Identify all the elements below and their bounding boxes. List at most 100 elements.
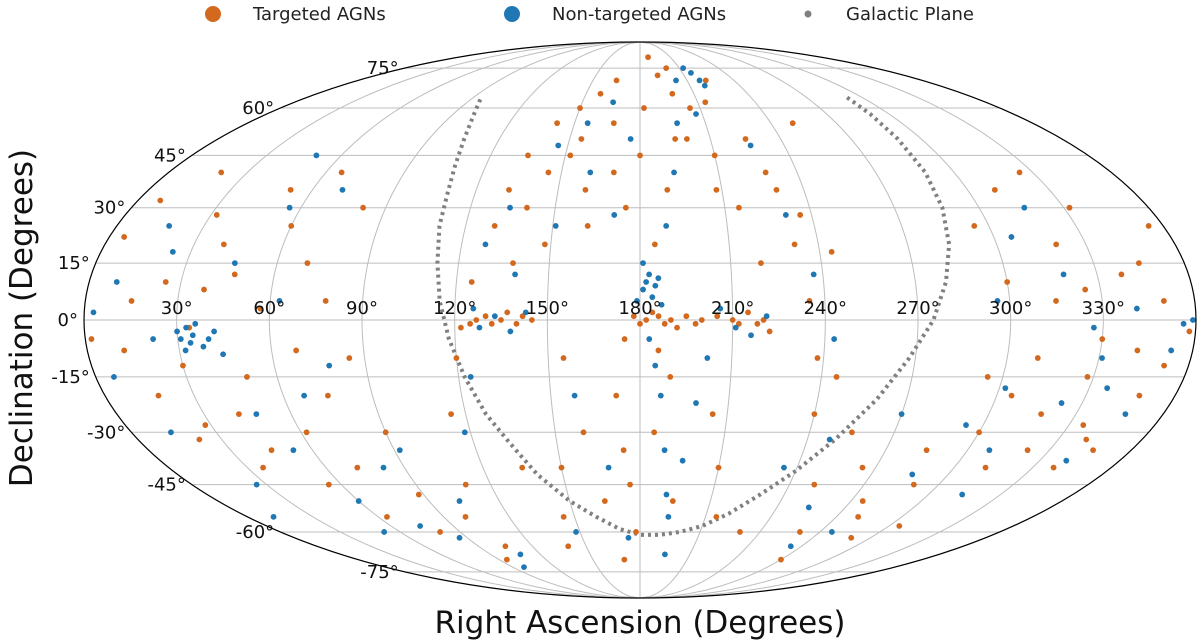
targeted-agn-point bbox=[128, 298, 135, 304]
dec-tick-label: -15° bbox=[51, 367, 89, 388]
nontargeted-agn-point bbox=[587, 169, 594, 176]
targeted-agn-point bbox=[702, 77, 709, 84]
targeted-agn-point bbox=[121, 347, 128, 354]
targeted-agn-point bbox=[155, 392, 162, 399]
targeted-agn-point bbox=[896, 523, 903, 529]
targeted-agn-point bbox=[201, 286, 207, 293]
targeted-agn-point bbox=[488, 320, 495, 327]
targeted-agn-point bbox=[910, 481, 917, 488]
nontargeted-agn-point bbox=[680, 65, 687, 72]
nontargeted-agn-point bbox=[187, 339, 194, 346]
nontargeted-agn-point bbox=[646, 271, 653, 278]
targeted-agn-point bbox=[257, 305, 264, 312]
targeted-agn-point bbox=[729, 317, 736, 323]
targeted-agn-point bbox=[1038, 411, 1044, 417]
targeted-agn-point bbox=[806, 298, 813, 304]
nontargeted-agn-point bbox=[417, 523, 424, 529]
targeted-agn-point bbox=[651, 429, 658, 436]
targeted-agn-point bbox=[325, 481, 332, 488]
nontargeted-agn-point bbox=[552, 223, 559, 229]
nontargeted-agn-point bbox=[396, 447, 403, 454]
nontargeted-agn-point bbox=[763, 313, 770, 320]
dec-tick-label: 45° bbox=[154, 145, 186, 166]
nontargeted-agn-point bbox=[732, 324, 739, 331]
legend-marker-targeted bbox=[205, 6, 221, 22]
ra-tick-label: 60° bbox=[253, 298, 285, 319]
targeted-agn-point bbox=[260, 464, 266, 471]
nontargeted-agn-point bbox=[1060, 271, 1067, 278]
targeted-agn-point bbox=[580, 429, 587, 436]
targeted-agn-point bbox=[1053, 241, 1060, 248]
targeted-agn-point bbox=[458, 324, 464, 331]
targeted-agn-point bbox=[692, 320, 699, 327]
targeted-agn-point bbox=[620, 447, 627, 454]
targeted-agn-point bbox=[745, 309, 751, 316]
targeted-agn-point bbox=[667, 374, 674, 380]
targeted-agn-point bbox=[855, 513, 862, 520]
targeted-agn-point bbox=[467, 320, 474, 327]
dec-tick-label: -45° bbox=[147, 475, 185, 496]
targeted-agn-point bbox=[541, 241, 548, 248]
targeted-agn-point bbox=[654, 72, 661, 79]
ra-tick-label: 150° bbox=[526, 298, 569, 319]
targeted-agn-point bbox=[325, 392, 331, 399]
targeted-agn-point bbox=[1145, 223, 1152, 229]
targeted-agn-point bbox=[622, 204, 629, 211]
targeted-agn-point bbox=[811, 411, 818, 417]
targeted-agn-point bbox=[504, 309, 511, 316]
nontargeted-agn-point bbox=[253, 481, 260, 488]
ra-tick-label: 240° bbox=[804, 298, 847, 319]
targeted-agn-point bbox=[1161, 362, 1167, 369]
targeted-agn-point bbox=[121, 234, 128, 240]
targeted-agn-point bbox=[982, 464, 989, 471]
nontargeted-agn-point bbox=[1190, 317, 1196, 323]
targeted-agn-point bbox=[584, 223, 591, 229]
nontargeted-agn-point bbox=[625, 534, 632, 541]
targeted-agn-point bbox=[1136, 392, 1143, 399]
targeted-agn-point bbox=[1008, 392, 1015, 399]
nontargeted-agn-point bbox=[507, 328, 514, 335]
targeted-agn-point bbox=[565, 543, 572, 550]
grid-lines bbox=[84, 41, 1196, 599]
ra-tick-label: 300° bbox=[989, 298, 1032, 319]
targeted-agn-point bbox=[202, 422, 209, 428]
targeted-agn-point bbox=[711, 152, 718, 159]
nontargeted-agn-point bbox=[986, 447, 993, 454]
meridian-line bbox=[176, 41, 641, 599]
targeted-agn-point bbox=[621, 336, 628, 342]
ra-tick-label: 90° bbox=[346, 298, 378, 319]
nontargeted-agn-point bbox=[461, 429, 468, 436]
nontargeted-agn-point bbox=[658, 301, 665, 308]
nontargeted-agn-point bbox=[693, 400, 699, 406]
nontargeted-agn-point bbox=[1168, 347, 1175, 354]
nontargeted-agn-point bbox=[810, 271, 817, 278]
targeted-agn-point bbox=[502, 543, 509, 550]
nontargeted-agn-point bbox=[174, 328, 180, 335]
nontargeted-agn-point bbox=[655, 275, 662, 282]
targeted-agn-point bbox=[304, 260, 311, 266]
targeted-agn-point bbox=[766, 328, 773, 335]
nontargeted-agn-point bbox=[517, 551, 524, 558]
targeted-agn-point bbox=[645, 54, 651, 61]
tick-labels: 30° 60° 90° 120° 150° 180° 210° 240° 270° 300° 330… bbox=[51, 58, 1125, 583]
nontargeted-agn-point bbox=[781, 464, 787, 471]
nontargeted-agn-point bbox=[679, 457, 686, 464]
nontargeted-agn-point bbox=[200, 343, 207, 350]
ra-tick-label: 210° bbox=[711, 298, 754, 319]
nontargeted-agn-point bbox=[522, 309, 529, 316]
targeted-agn-point bbox=[1160, 298, 1167, 304]
targeted-agn-point bbox=[664, 186, 671, 193]
nontargeted-agn-point bbox=[652, 282, 659, 289]
targeted-agn-point bbox=[1118, 271, 1125, 278]
targeted-agn-point bbox=[268, 447, 275, 454]
targeted-agn-point bbox=[762, 169, 769, 176]
nontargeted-agn-point bbox=[693, 111, 699, 117]
targeted-agn-point bbox=[244, 374, 250, 380]
targeted-agn-point bbox=[360, 204, 366, 211]
nontargeted-agn-point bbox=[189, 332, 196, 339]
nontargeted-agn-point bbox=[1133, 305, 1140, 312]
targeted-agn-point bbox=[196, 436, 203, 443]
nontargeted-agn-point bbox=[1122, 411, 1129, 417]
nontargeted-agn-point bbox=[177, 336, 184, 342]
targeted-agn-point bbox=[674, 324, 680, 331]
